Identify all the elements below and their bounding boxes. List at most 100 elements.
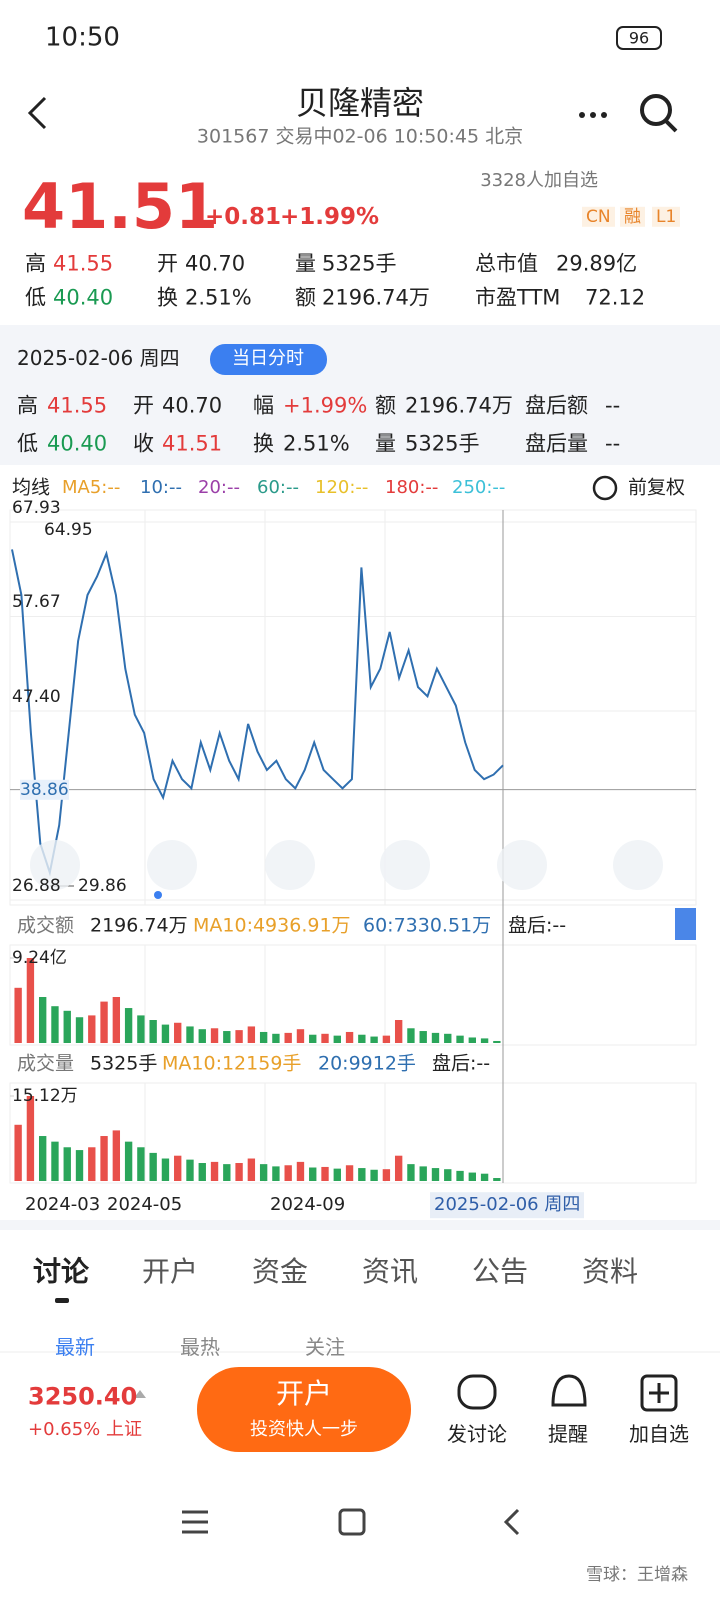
bar bbox=[161, 1158, 170, 1181]
adjust-toggle[interactable]: 前复权 bbox=[628, 476, 686, 499]
action-label[interactable]: 提醒 bbox=[548, 1422, 588, 1446]
detail-label: 幅 bbox=[253, 393, 274, 418]
bar bbox=[223, 1164, 231, 1181]
stat-label: 低 bbox=[25, 285, 46, 310]
bar bbox=[259, 1031, 268, 1043]
detail-label: 盘后量 bbox=[525, 431, 588, 456]
mode-label[interactable]: 当日分时 bbox=[232, 348, 304, 370]
change: +0.81 bbox=[205, 204, 282, 231]
tab[interactable]: 资金 bbox=[252, 1255, 309, 1289]
button-title[interactable]: 开户 bbox=[275, 1377, 333, 1411]
bar bbox=[88, 1147, 96, 1181]
bar bbox=[124, 1008, 133, 1043]
divider bbox=[0, 1220, 720, 1230]
nav-menu[interactable] bbox=[182, 1510, 208, 1534]
detail-label: 额 bbox=[375, 393, 396, 418]
search-icon[interactable] bbox=[640, 94, 672, 126]
open-account-button[interactable] bbox=[197, 1367, 411, 1452]
bar bbox=[247, 1158, 256, 1181]
post-icon[interactable] bbox=[457, 1374, 497, 1410]
tab[interactable]: 公告 bbox=[472, 1255, 529, 1289]
detail-value: 41.55 bbox=[47, 393, 108, 418]
bar bbox=[284, 1165, 292, 1181]
bar bbox=[39, 997, 47, 1043]
bar bbox=[137, 1015, 145, 1043]
nav-back[interactable] bbox=[503, 1508, 520, 1536]
detail-value: +1.99% bbox=[283, 393, 368, 418]
bar bbox=[493, 1178, 501, 1181]
price-frame bbox=[9, 509, 697, 906]
detail-value: -- bbox=[605, 393, 621, 418]
bar bbox=[247, 1026, 256, 1043]
stat-label: 高 bbox=[25, 251, 46, 276]
detail-value: 5325手 bbox=[405, 431, 480, 456]
bar bbox=[63, 1010, 71, 1043]
sub-tab[interactable]: 最新 bbox=[55, 1335, 95, 1359]
change-pct: +1.99% bbox=[280, 204, 380, 231]
bar bbox=[149, 1020, 157, 1043]
alert-icon[interactable] bbox=[551, 1374, 587, 1407]
sub-tab[interactable]: 关注 bbox=[305, 1335, 345, 1359]
bar bbox=[345, 1031, 354, 1043]
detail-label: 量 bbox=[375, 431, 396, 456]
chart-header: 5325手 bbox=[90, 1052, 158, 1075]
more-icon[interactable] bbox=[579, 112, 607, 118]
chart-header: 60:7330.51万 bbox=[363, 914, 492, 937]
x-label: 2024-09 bbox=[270, 1194, 346, 1216]
x-label: 2024-05 bbox=[107, 1194, 183, 1216]
chart-header: 盘后:-- bbox=[432, 1052, 491, 1075]
detail-date: 2025-02-06 周四 bbox=[17, 346, 180, 370]
add-icon[interactable] bbox=[640, 1374, 678, 1412]
action-label[interactable]: 发讨论 bbox=[447, 1422, 507, 1446]
nav-home[interactable] bbox=[338, 1508, 366, 1536]
sub-tab[interactable]: 最热 bbox=[180, 1335, 220, 1359]
bar bbox=[174, 1155, 182, 1181]
back-icon[interactable] bbox=[27, 96, 47, 130]
stat-label: 量 bbox=[295, 251, 316, 276]
bar bbox=[419, 1166, 427, 1181]
mode-pill[interactable] bbox=[210, 344, 327, 375]
tab[interactable]: 资料 bbox=[582, 1255, 639, 1289]
tab[interactable]: 讨论 bbox=[33, 1255, 90, 1289]
bar bbox=[480, 1173, 489, 1181]
bar bbox=[26, 1096, 35, 1181]
bar bbox=[345, 1165, 354, 1181]
index-value: 3250.40 bbox=[28, 1382, 138, 1411]
stat-label: 总市值 bbox=[475, 251, 538, 276]
bar bbox=[309, 1034, 317, 1043]
ma-item: 60:-- bbox=[257, 477, 299, 499]
bar bbox=[88, 1015, 96, 1043]
bar bbox=[370, 1036, 378, 1043]
battery bbox=[616, 26, 662, 50]
search-handle bbox=[664, 119, 678, 133]
tab-underline bbox=[55, 1298, 69, 1303]
bar bbox=[407, 1164, 415, 1181]
tab[interactable]: 开户 bbox=[142, 1255, 199, 1289]
bar bbox=[493, 1040, 501, 1043]
bar bbox=[210, 1161, 219, 1181]
volume-frame bbox=[9, 1082, 697, 1184]
chart-control bbox=[497, 840, 547, 890]
bar bbox=[394, 1020, 403, 1043]
x-label: 2025-02-06 周四 bbox=[430, 1192, 585, 1218]
bar bbox=[321, 1166, 329, 1181]
bar bbox=[370, 1169, 378, 1181]
chart-control bbox=[380, 840, 430, 890]
bar bbox=[51, 1141, 59, 1181]
bar bbox=[112, 1130, 121, 1181]
bar bbox=[407, 1028, 415, 1043]
button-subtitle[interactable]: 投资快人一步 bbox=[250, 1419, 358, 1441]
side-tab[interactable] bbox=[675, 908, 696, 940]
bar bbox=[14, 987, 22, 1043]
battery-level: 96 bbox=[628, 28, 650, 48]
chart-header: MA10:4936.91万 bbox=[193, 914, 351, 937]
ma-item: MA5:-- bbox=[62, 477, 121, 499]
y-tick-label: 67.93 bbox=[12, 497, 61, 518]
action-label[interactable]: 加自选 bbox=[629, 1422, 689, 1446]
bar bbox=[235, 1163, 243, 1181]
ref-label: 38.86 bbox=[20, 779, 69, 800]
bar bbox=[444, 1169, 452, 1181]
min-label: 29.86 bbox=[78, 875, 127, 896]
tab[interactable]: 资讯 bbox=[362, 1255, 419, 1289]
ma-label: 均线 bbox=[12, 476, 51, 499]
